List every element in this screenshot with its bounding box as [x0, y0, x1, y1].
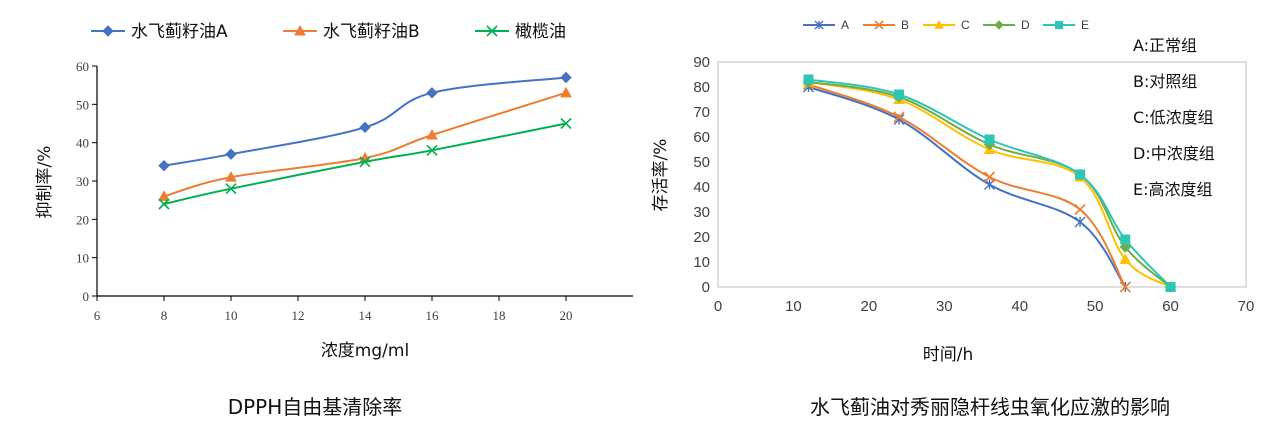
- survival-y-tick-label: 10: [693, 254, 710, 271]
- survival-x-axis-title: 时间/h: [923, 345, 974, 365]
- survival-legend-marker: [934, 19, 944, 29]
- dpph-x-tick-label: 16: [426, 308, 440, 323]
- dpph-x-tick-label: 6: [94, 308, 101, 323]
- survival-point-B: [893, 111, 905, 123]
- survival-legend-marker: [814, 20, 824, 30]
- dpph-legend-label: 水飞蓟籽油B: [323, 22, 420, 42]
- survival-series-line-B: [808, 83, 1127, 288]
- dpph-y-tick-label: 40: [76, 136, 89, 151]
- dpph-y-tick-label: 30: [76, 174, 89, 189]
- survival-y-tick-label: 0: [702, 279, 710, 296]
- survival-legend-marker: [994, 20, 1004, 30]
- survival-x-tick-label: 10: [785, 298, 802, 315]
- survival-point-E: [1165, 282, 1176, 292]
- dpph-series-line-水飞蓟籽油B: [163, 91, 567, 198]
- survival-point-B: [1119, 281, 1131, 293]
- dpph-y-tick-label: 60: [76, 59, 89, 74]
- survival-legend-label: B: [901, 18, 909, 32]
- dpph-point-橄榄油: [560, 117, 572, 130]
- survival-y-tick-label: 40: [693, 179, 710, 196]
- survival-legend-label: E: [1081, 18, 1089, 32]
- dpph-x-tick-label: 20: [560, 308, 573, 323]
- survival-group-note: E:高浓度组: [1133, 180, 1213, 199]
- survival-point-B: [1074, 203, 1086, 216]
- survival-x-tick-label: 70: [1238, 298, 1255, 315]
- dpph-point-水飞蓟籽油B: [426, 128, 438, 140]
- dpph-point-水飞蓟籽油A: [426, 87, 438, 99]
- dpph-chart: DPPH自由基清除率 浓度mg/ml 抑制率/% 0 10 20 30 40 50 60 6 8…: [35, 22, 633, 419]
- survival-x-tick-label: 50: [1087, 298, 1104, 315]
- dpph-x-tick-label: 14: [359, 308, 373, 323]
- dpph-point-水飞蓟籽油A: [225, 148, 237, 160]
- survival-y-axis-title: 存活率/%: [651, 139, 671, 212]
- survival-x-tick-label: 60: [1162, 298, 1179, 315]
- dpph-point-橄榄油: [359, 156, 371, 168]
- dpph-legend-marker: [294, 24, 306, 36]
- survival-legend-marker: [1055, 21, 1063, 29]
- dpph-y-tick-label: 20: [76, 212, 89, 227]
- dpph-point-橄榄油: [225, 183, 237, 195]
- survival-group-note: D:中浓度组: [1133, 144, 1215, 163]
- dpph-x-tick-label: 18: [493, 308, 506, 323]
- survival-y-tick-label: 20: [693, 229, 710, 246]
- dpph-point-橄榄油: [426, 144, 438, 156]
- survival-group-note: C:低浓度组: [1133, 108, 1214, 127]
- survival-point-E: [894, 89, 905, 100]
- survival-y-tick-label: 70: [693, 104, 710, 121]
- survival-point-E: [1075, 169, 1086, 180]
- survival-group-note: B:对照组: [1133, 72, 1197, 91]
- survival-point-C: [1119, 253, 1132, 264]
- survival-caption: 水飞蓟油对秀丽隐杆线虫氧化应激的影响: [810, 395, 1170, 419]
- dpph-series-line-橄榄油: [163, 122, 567, 205]
- dpph-y-tick-label: 0: [83, 289, 90, 304]
- dpph-legend-label: 橄榄油: [515, 22, 566, 42]
- dpph-y-tick-label: 10: [76, 251, 89, 266]
- survival-series-line-A: [808, 86, 1127, 288]
- survival-point-E: [1120, 234, 1131, 245]
- survival-y-tick-label: 80: [693, 79, 710, 96]
- dpph-point-橄榄油: [158, 198, 170, 210]
- survival-legend-label: C: [961, 18, 970, 32]
- dpph-point-水飞蓟籽油A: [359, 121, 371, 134]
- survival-y-tick-label: 90: [693, 54, 710, 71]
- dpph-legend-marker: [102, 25, 114, 37]
- dpph-y-axis-title: 抑制率/%: [35, 146, 55, 219]
- dpph-y-tick-label: 50: [76, 97, 89, 112]
- survival-y-tick-label: 50: [693, 154, 710, 171]
- dpph-point-水飞蓟籽油A: [158, 159, 170, 172]
- dpph-point-水飞蓟籽油B: [560, 86, 572, 98]
- dpph-x-tick-label: 8: [161, 308, 168, 323]
- survival-legend-label: A: [841, 18, 849, 32]
- dpph-caption: DPPH自由基清除率: [228, 395, 403, 419]
- survival-point-E: [803, 74, 814, 85]
- survival-point-B: [983, 171, 996, 183]
- survival-legend-label: D: [1021, 18, 1030, 32]
- survival-chart: 水飞蓟油对秀丽隐杆线虫氧化应激的影响 时间/h 存活率/% 0 10 20 30 40 5…: [651, 18, 1254, 419]
- dpph-x-tick-label: 12: [292, 308, 305, 323]
- dpph-legend-label: 水飞蓟籽油A: [131, 22, 228, 42]
- dpph-point-水飞蓟籽油B: [225, 171, 237, 182]
- survival-point-A: [1074, 216, 1086, 228]
- survival-x-tick-label: 20: [861, 298, 878, 315]
- survival-plot-frame: [717, 61, 1247, 288]
- survival-y-tick-label: 30: [693, 204, 710, 221]
- dpph-x-tick-label: 10: [225, 308, 238, 323]
- dpph-point-水飞蓟籽油A: [560, 71, 572, 84]
- survival-y-tick-label: 60: [693, 129, 710, 146]
- survival-x-tick-label: 30: [936, 298, 953, 315]
- survival-x-tick-label: 0: [714, 298, 722, 315]
- dpph-x-axis-title: 浓度mg/ml: [321, 341, 409, 361]
- dpph-point-水飞蓟籽油B: [158, 190, 170, 201]
- survival-x-tick-label: 40: [1011, 298, 1028, 315]
- survival-point-E: [984, 134, 995, 145]
- survival-legend-marker: [874, 20, 884, 30]
- survival-group-note: A:正常组: [1133, 36, 1197, 55]
- dpph-legend-marker: [486, 25, 498, 37]
